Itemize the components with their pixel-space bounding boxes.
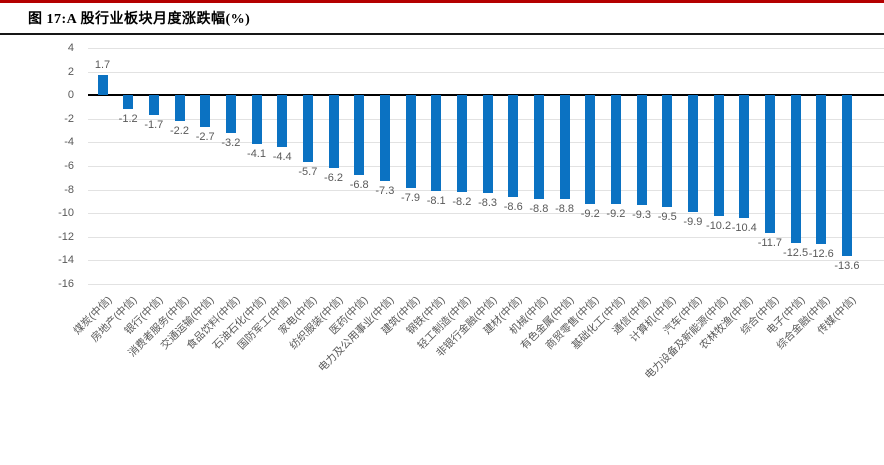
- bar-value-label: -8.3: [478, 197, 498, 210]
- y-axis-tick-label: -4: [64, 136, 74, 149]
- bar: [764, 95, 775, 234]
- title-divider-rule: [0, 33, 884, 35]
- gridline: [88, 213, 884, 215]
- bar: [328, 95, 339, 169]
- bar-value-label: -5.7: [298, 166, 318, 179]
- bar-value-label: -8.8: [555, 203, 575, 216]
- y-axis-tick-label: -6: [64, 160, 74, 172]
- bar: [713, 95, 724, 216]
- bar: [739, 95, 750, 218]
- bar-chart: 4 2 0 -2 -4 -6 -8 -10 -12 -14 -16 1.7 煤炭(中信) -1.2 房地产(…: [58, 42, 884, 382]
- y-axis-tick-label: -8: [64, 183, 74, 196]
- bar-value-label: -8.2: [452, 195, 472, 208]
- bar: [687, 95, 698, 212]
- bar-value-label: -8.1: [426, 194, 446, 207]
- bar-value-label: -10.4: [731, 221, 757, 234]
- bar: [200, 95, 211, 128]
- bar: [123, 95, 134, 110]
- bar-value-label: -9.2: [606, 207, 626, 220]
- bar-value-label: -10.2: [706, 219, 732, 232]
- gridline: [88, 284, 884, 285]
- bar: [405, 95, 416, 189]
- report-figure-page: { "figure": { "title": "图 17:A 股行业板块月度涨跌…: [0, 0, 884, 382]
- bar-value-label: -6.2: [324, 172, 343, 185]
- figure-header: 图 17:A 股行业板块月度涨跌幅(%): [0, 3, 884, 33]
- figure-title: 图 17:A 股行业板块月度涨跌幅(%): [28, 12, 251, 27]
- bar-value-label: -9.5: [657, 211, 677, 224]
- y-axis-tick-label: 2: [67, 65, 74, 78]
- bar-value-label: -12.6: [808, 247, 834, 260]
- y-axis-tick-label: 4: [67, 42, 74, 54]
- bar-value-label: -1.2: [118, 113, 138, 126]
- bar-value-label: -9.2: [580, 207, 600, 220]
- bar-value-label: -7.9: [401, 192, 421, 205]
- bar-value-label: -2.7: [195, 131, 215, 144]
- bar-value-label: -7.3: [375, 185, 395, 198]
- bar: [585, 95, 596, 204]
- bar: [533, 95, 544, 200]
- bar: [610, 95, 621, 204]
- bar: [636, 95, 647, 205]
- bar-value-label: -12.5: [783, 246, 809, 259]
- y-axis-tick-label: -2: [64, 112, 74, 125]
- bar: [790, 95, 801, 243]
- gridline: [88, 48, 884, 49]
- y-axis-tick-label: -10: [58, 207, 74, 220]
- gridline: [88, 236, 884, 238]
- bar-value-label: -6.8: [349, 179, 369, 192]
- y-axis-tick-label: -12: [58, 230, 74, 243]
- bar: [251, 95, 262, 144]
- bar: [482, 95, 493, 194]
- bar-value-label: -13.6: [834, 259, 860, 272]
- bar-value-label: -4.4: [272, 151, 292, 164]
- bar-value-label: -8.8: [529, 203, 549, 216]
- bar-value-label: -4.1: [247, 147, 266, 160]
- y-axis-tick-label: -14: [58, 254, 74, 267]
- bar: [508, 95, 519, 197]
- bar: [456, 95, 467, 192]
- bar: [841, 95, 852, 256]
- bar: [379, 95, 390, 182]
- bar-value-label: -9.3: [632, 208, 652, 221]
- bar: [277, 95, 288, 148]
- bar: [97, 75, 108, 96]
- bar-value-label: -11.7: [757, 237, 783, 250]
- bar: [662, 95, 673, 208]
- top-red-rule: [0, 0, 884, 3]
- bar: [174, 95, 185, 122]
- y-axis-tick-label: -16: [58, 278, 74, 290]
- bar: [225, 95, 236, 133]
- y-axis-tick-label: 0: [67, 89, 74, 102]
- gridline: [88, 260, 884, 262]
- bar-value-label: -1.7: [144, 119, 164, 132]
- bar: [431, 95, 442, 191]
- bar: [354, 95, 365, 176]
- bar-value-label: 1.7: [94, 59, 111, 72]
- bar: [148, 95, 159, 116]
- bar: [302, 95, 313, 163]
- gridline: [88, 71, 884, 73]
- bar: [559, 95, 570, 200]
- bar-value-label: -9.9: [683, 216, 703, 229]
- bar-value-label: -3.2: [221, 136, 241, 149]
- bar-value-label: -2.2: [170, 125, 189, 138]
- bar-value-label: -8.6: [503, 200, 523, 213]
- bar: [816, 95, 827, 244]
